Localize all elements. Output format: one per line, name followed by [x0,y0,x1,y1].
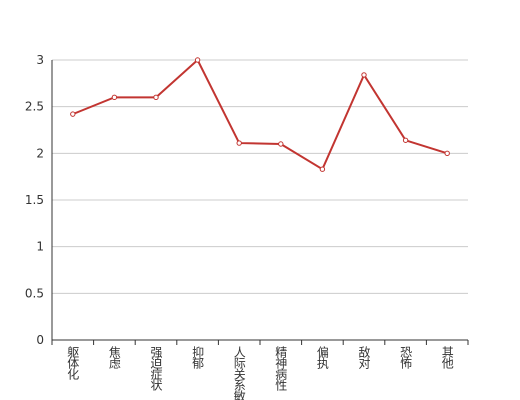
point [153,94,159,101]
y-tick-label: 0 [36,333,44,347]
x-tick-label: 焦虑 [107,346,121,369]
y-tick-label: 1 [36,240,44,254]
x-tick-label: 精神病性 [274,346,288,392]
x-tick-label: 强迫症状 [149,346,163,391]
x-tick-label: 人际关系敏感 [232,346,246,400]
point [444,150,450,157]
point [70,111,76,117]
x-tick-label: 其他 [440,346,454,369]
x-tick-label: 恐怖 [399,346,413,369]
point [278,141,284,147]
y-tick-label: 3 [36,53,44,67]
y-tick-label: 2.5 [25,100,44,114]
x-tick-label: 躯体化 [66,345,80,381]
point [319,166,326,172]
point [111,94,118,101]
point [194,57,201,63]
line [72,58,448,171]
x-tick-label: 抑郁 [191,345,205,370]
y-tick-label: 2 [36,146,44,160]
point [236,140,242,146]
point [402,137,409,143]
x-tick-label: 敌对 [357,345,371,369]
point [361,72,367,78]
y-tick-label: 1.5 [25,193,44,207]
y-tick-label: 0.5 [25,286,44,300]
x-tick-label: 偏执 [315,345,329,370]
